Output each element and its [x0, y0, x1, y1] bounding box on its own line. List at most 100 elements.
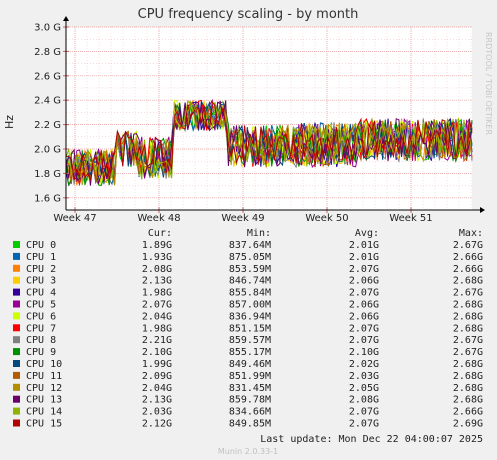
legend-header-min: Min:	[247, 228, 271, 239]
legend-swatch	[13, 300, 20, 308]
legend-value-max: 2.69G	[453, 419, 483, 430]
x-tick-label: Week 47	[53, 213, 96, 224]
x-tick-label: Week 48	[137, 213, 180, 224]
legend-value-cur: 2.10G	[142, 347, 172, 358]
legend-value-avg: 2.07G	[349, 335, 379, 346]
legend-value-max: 2.66G	[453, 264, 483, 275]
legend-value-min: 834.66M	[229, 407, 271, 418]
legend-value-min: 851.15M	[229, 323, 271, 334]
legend-value-avg: 2.03G	[349, 371, 379, 382]
y-tick-label: 2.2 G	[34, 120, 61, 131]
legend-value-cur: 1.99G	[142, 359, 172, 370]
legend-swatch	[13, 348, 20, 356]
legend-value-max: 2.68G	[453, 371, 483, 382]
legend-value-avg: 2.05G	[349, 383, 379, 394]
legend-value-cur: 2.04G	[142, 383, 172, 394]
legend-swatch	[13, 324, 20, 332]
legend-value-max: 2.68G	[453, 300, 483, 311]
legend-value-cur: 2.13G	[142, 395, 172, 406]
legend-value-min: 855.84M	[229, 288, 271, 299]
legend-value-min: 859.57M	[229, 335, 271, 346]
legend-label: CPU 0	[26, 240, 56, 251]
legend-swatch	[13, 288, 20, 296]
legend-label: CPU 4	[26, 288, 56, 299]
legend-value-max: 2.68G	[453, 395, 483, 406]
last-update-text: Last update: Mon Dec 22 04:00:07 2025	[260, 434, 483, 445]
legend-label: CPU 13	[26, 395, 62, 406]
legend-swatch	[13, 360, 20, 367]
legend-label: CPU 3	[26, 276, 56, 287]
legend-value-avg: 2.07G	[349, 288, 379, 299]
legend-label: CPU 6	[26, 311, 56, 322]
legend-value-avg: 2.02G	[349, 359, 379, 370]
x-axis-arrow	[480, 207, 485, 213]
legend-swatch	[13, 419, 20, 427]
series-line-cpu-12	[65, 101, 473, 186]
y-tick-label: 3.0 G	[34, 23, 61, 34]
legend-value-max: 2.68G	[453, 359, 483, 370]
legend-label: CPU 8	[26, 335, 56, 346]
legend-header-avg: Avg:	[355, 228, 379, 239]
legend-value-max: 2.68G	[453, 276, 483, 287]
legend-label: CPU 2	[26, 264, 56, 275]
legend-value-max: 2.67G	[453, 240, 483, 251]
chart-title: CPU frequency scaling - by month	[138, 7, 359, 22]
legend-label: CPU 9	[26, 347, 56, 358]
legend-swatch	[13, 371, 20, 379]
series-line-cpu-9	[65, 101, 473, 187]
legend-value-max: 2.67G	[453, 347, 483, 358]
legend-value-min: 851.99M	[229, 371, 271, 382]
legend-value-avg: 2.06G	[349, 276, 379, 287]
legend-label: CPU 14	[26, 407, 62, 418]
legend-label: CPU 11	[26, 371, 62, 382]
legend-label: CPU 5	[26, 300, 56, 311]
axes: 1.6 G 1.8 G 2.0 G 2.2 G 2.4 G 2.6 G 2.8 G 3.0 G…	[34, 16, 485, 224]
legend-swatch	[13, 264, 20, 272]
legend-value-min: 853.59M	[229, 264, 271, 275]
legend-value-max: 2.66G	[453, 252, 483, 263]
legend-value-max: 2.66G	[453, 407, 483, 418]
legend-swatch	[13, 395, 20, 403]
legend-value-cur: 2.03G	[142, 407, 172, 418]
legend-value-max: 2.68G	[453, 311, 483, 322]
y-tick-label: 1.8 G	[34, 169, 61, 180]
series-line-cpu-13	[65, 100, 473, 186]
x-tick-label: Week 51	[389, 213, 432, 224]
legend-value-cur: 1.93G	[142, 252, 172, 263]
legend-label: CPU 7	[26, 323, 56, 334]
legend-value-cur: 1.89G	[142, 240, 172, 251]
legend-value-avg: 2.01G	[349, 240, 379, 251]
y-axis-label: Hz	[3, 115, 16, 129]
legend-value-avg: 2.07G	[349, 419, 379, 430]
legend-value-avg: 2.06G	[349, 300, 379, 311]
legend-value-avg: 2.01G	[349, 252, 379, 263]
legend-value-min: 837.64M	[229, 240, 271, 251]
y-axis-arrow	[63, 16, 69, 21]
legend-value-cur: 2.13G	[142, 276, 172, 287]
legend-value-min: 846.74M	[229, 276, 271, 287]
legend-table: Cur: Min: Avg: Max:CPU 0 1.89G 837.64M 2.01G 2.…	[13, 228, 483, 430]
legend-label: CPU 12	[26, 383, 62, 394]
legend-label: CPU 15	[26, 419, 62, 430]
legend-value-max: 2.68G	[453, 383, 483, 394]
y-tick-label: 2.4 G	[34, 96, 61, 107]
legend-value-avg: 2.06G	[349, 311, 379, 322]
legend-value-min: 855.17M	[229, 347, 271, 358]
legend-swatch	[13, 312, 20, 320]
legend-value-avg: 2.08G	[349, 395, 379, 406]
legend-value-min: 849.85M	[229, 419, 271, 430]
legend-label: CPU 10	[26, 359, 62, 370]
legend-value-min: 859.78M	[229, 395, 271, 406]
series-line-cpu-10	[65, 99, 473, 183]
legend-value-min: 831.45M	[229, 383, 271, 394]
legend-value-min: 857.00M	[229, 300, 271, 311]
legend-value-avg: 2.07G	[349, 264, 379, 275]
legend-value-avg: 2.10G	[349, 347, 379, 358]
plot-area	[66, 27, 472, 210]
x-tick-label: Week 50	[305, 213, 348, 224]
y-tick-label: 2.8 G	[34, 47, 61, 58]
legend-swatch	[13, 252, 20, 260]
legend-swatch	[13, 336, 20, 344]
legend-value-max: 2.67G	[453, 288, 483, 299]
